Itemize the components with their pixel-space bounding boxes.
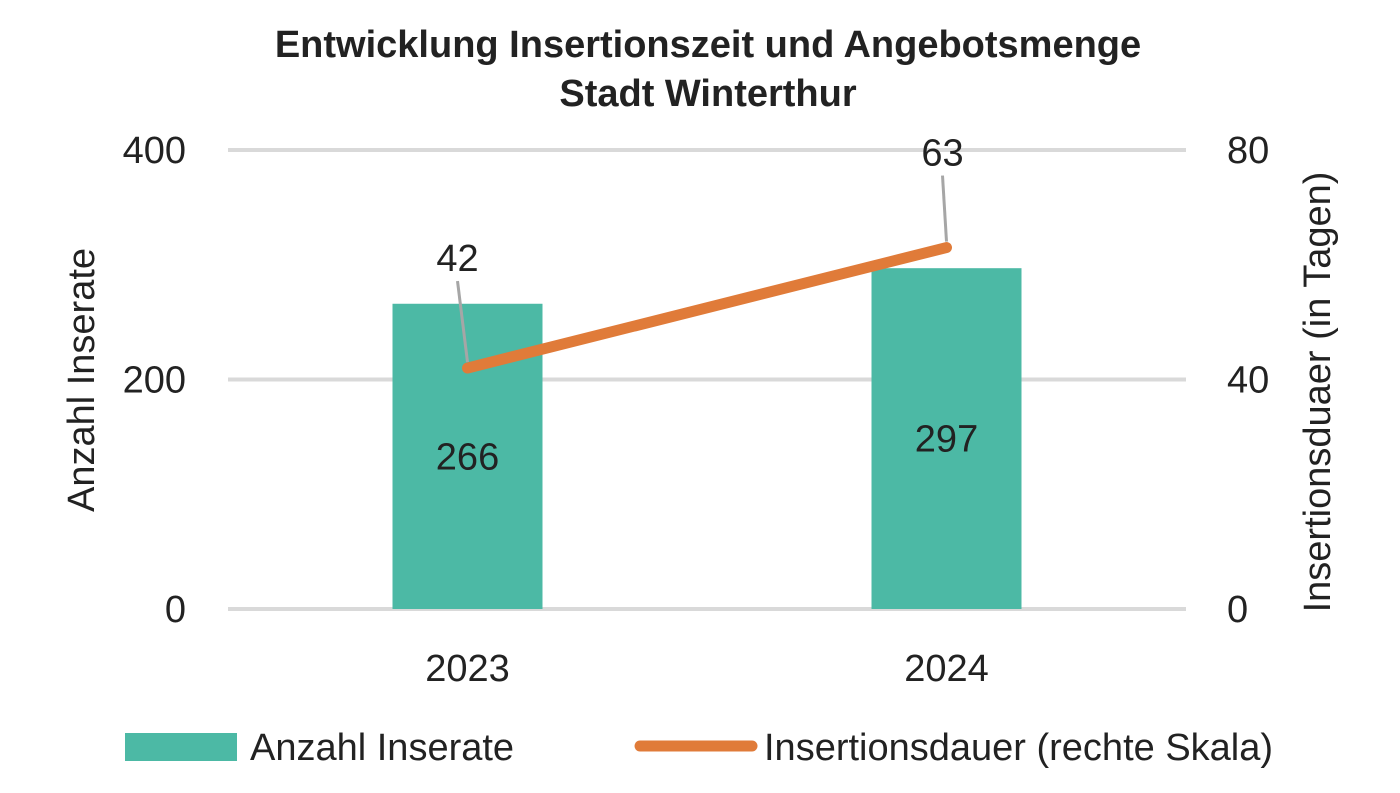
- chart-subtitle: Stadt Winterthur: [559, 73, 857, 115]
- y2-tick-label: 80: [1227, 130, 1269, 172]
- right-axis-ticks: 0 40 80: [1227, 130, 1269, 631]
- bar-value-label: 297: [915, 419, 978, 461]
- x-tick-label: 2024: [904, 648, 989, 690]
- gridlines: [228, 148, 1186, 611]
- left-axis-ticks: 0 200 400: [123, 130, 186, 631]
- bar: [871, 268, 1022, 609]
- legend-swatch-bar: [125, 733, 237, 761]
- leader-line: [456, 280, 469, 363]
- chart-title: Entwicklung Insertionszeit und Angebotsm…: [275, 24, 1141, 66]
- x-axis-ticks: 2023 2024: [425, 648, 989, 690]
- legend-label-line: Insertionsdauer (rechte Skala): [764, 727, 1273, 769]
- data-labels: 266 297 42 63: [436, 133, 978, 479]
- line-path: [462, 242, 952, 374]
- x-tick-label: 2023: [425, 648, 510, 690]
- legend: Anzahl Inserate Insertionsdauer (rechte …: [125, 727, 1273, 769]
- y2-tick-label: 40: [1227, 360, 1269, 402]
- legend-label-bar: Anzahl Inserate: [250, 727, 514, 769]
- leader-line: [941, 175, 948, 242]
- y-axis-label: Anzahl Inserate: [61, 248, 103, 512]
- line-series: [462, 242, 952, 374]
- bar-value-label: 266: [436, 436, 499, 478]
- y2-tick-label: 0: [1227, 589, 1248, 631]
- line-value-label: 63: [921, 133, 963, 175]
- y-tick-label: 200: [123, 360, 186, 402]
- y-tick-label: 0: [165, 589, 186, 631]
- y2-axis-label: Insertionsduaer (in Tagen): [1297, 172, 1339, 613]
- line-value-label: 42: [436, 238, 478, 280]
- y-tick-label: 400: [123, 130, 186, 172]
